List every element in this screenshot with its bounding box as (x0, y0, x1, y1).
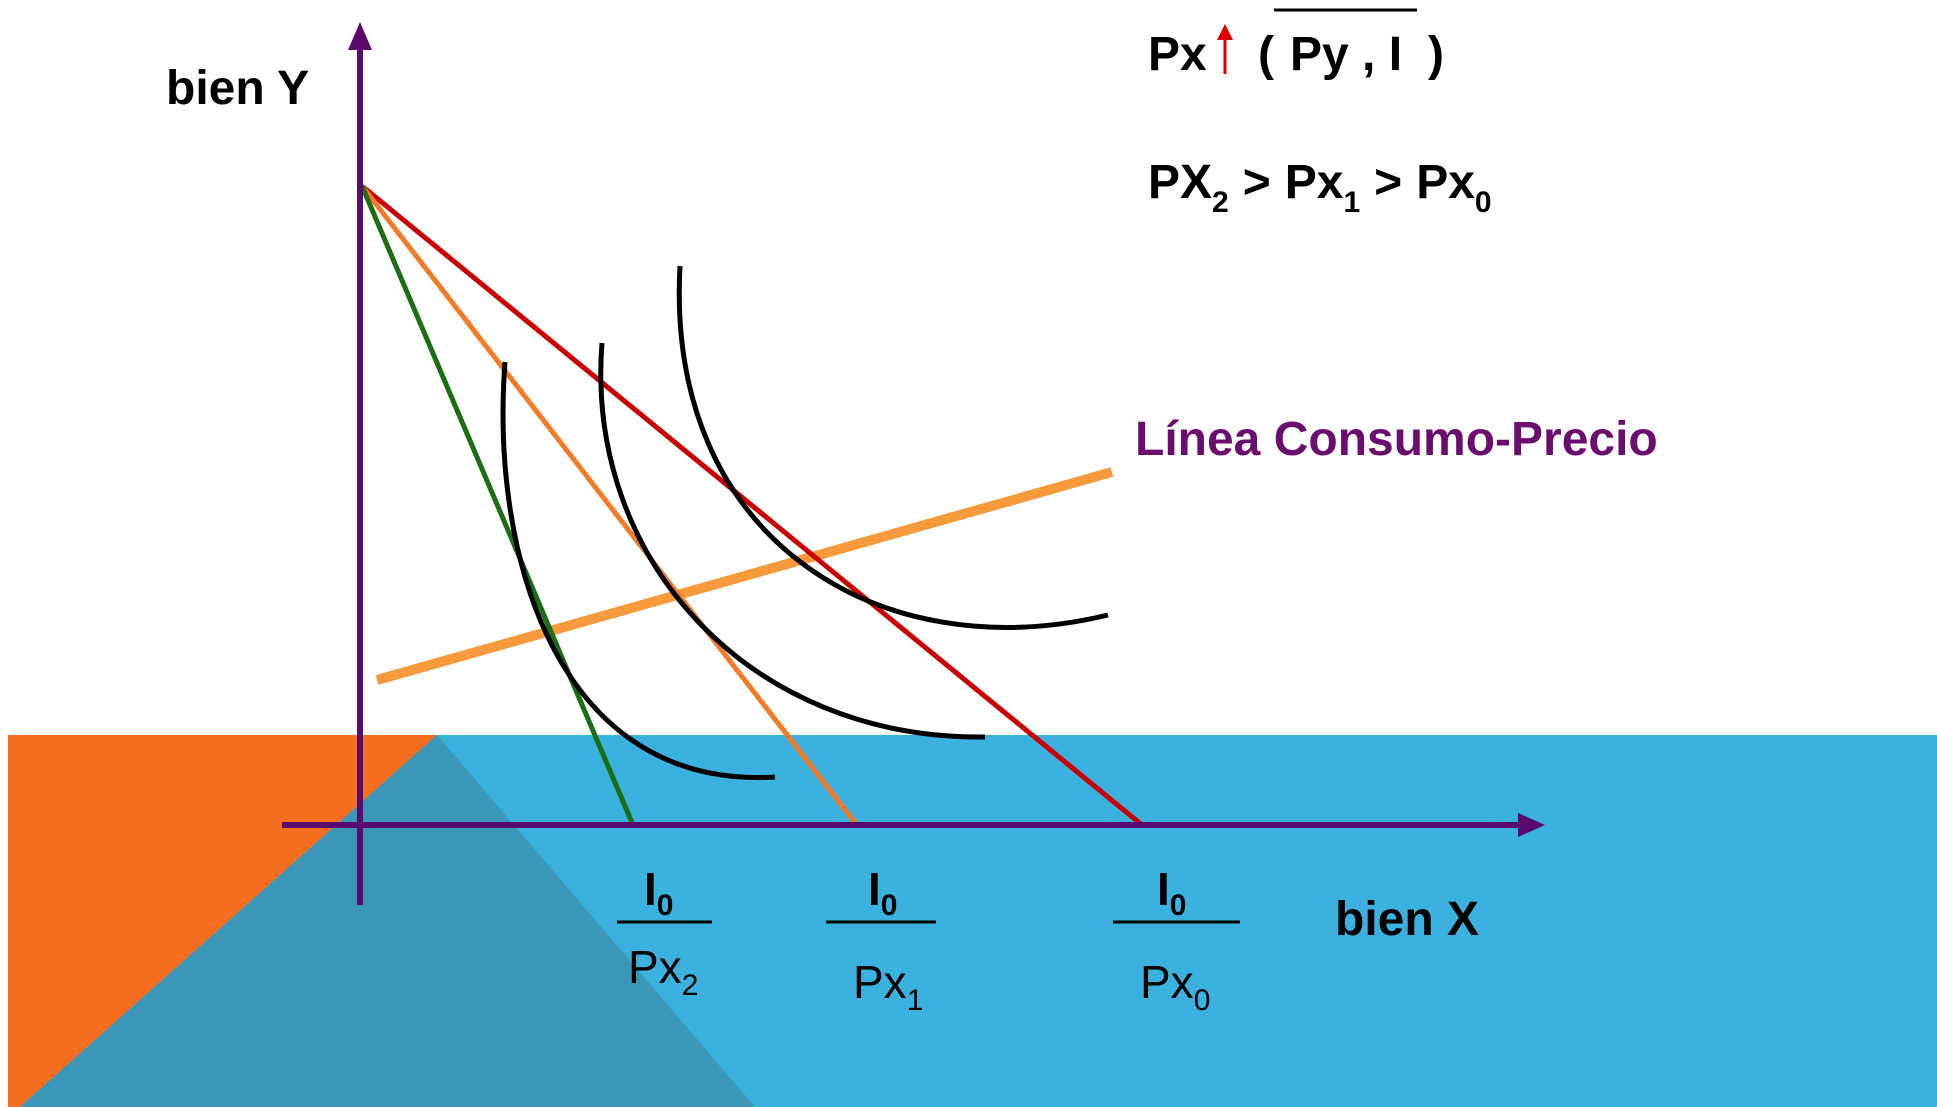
indifference-curve-mid (598, 342, 986, 740)
background-teal-triangle (20, 735, 755, 1107)
consumption-line-label: Línea Consumo-Precio (1135, 413, 1658, 466)
budget-line-px1 (360, 184, 859, 827)
price-x-label: Px (1148, 28, 1207, 81)
svg-text:I0: I0 (1157, 863, 1186, 922)
svg-text:Px1: Px1 (853, 956, 923, 1017)
price-ordering: PX2 > Px1 > Px0 (1148, 156, 1492, 219)
svg-text:I0: I0 (644, 863, 673, 922)
intercept-px2: I0 Px2 (617, 863, 712, 1002)
fixed-values: Py , I (1290, 28, 1402, 81)
intercept-px0: I0 Px0 (1113, 863, 1240, 1017)
svg-text:Px0: Px0 (1140, 956, 1210, 1017)
y-axis-label: bien Y (166, 62, 309, 115)
x-axis-label: bien X (1335, 893, 1479, 946)
svg-text:Px2: Px2 (628, 941, 698, 1002)
x-axis-arrowhead (1518, 813, 1545, 837)
indifference-curve-low (500, 361, 776, 780)
svg-text:I0: I0 (868, 863, 897, 922)
paren-close: ) (1428, 28, 1444, 81)
indifference-curve-high (676, 265, 1109, 630)
intercept-px1: I0 Px1 (826, 863, 936, 1017)
budget-line-px2 (359, 185, 636, 826)
price-consumption-line (375, 467, 1114, 685)
arrow-up-icon (1217, 24, 1233, 74)
y-axis-arrowhead (348, 22, 372, 50)
paren-open: ( (1258, 28, 1274, 81)
budget-line-px0 (360, 184, 1144, 827)
